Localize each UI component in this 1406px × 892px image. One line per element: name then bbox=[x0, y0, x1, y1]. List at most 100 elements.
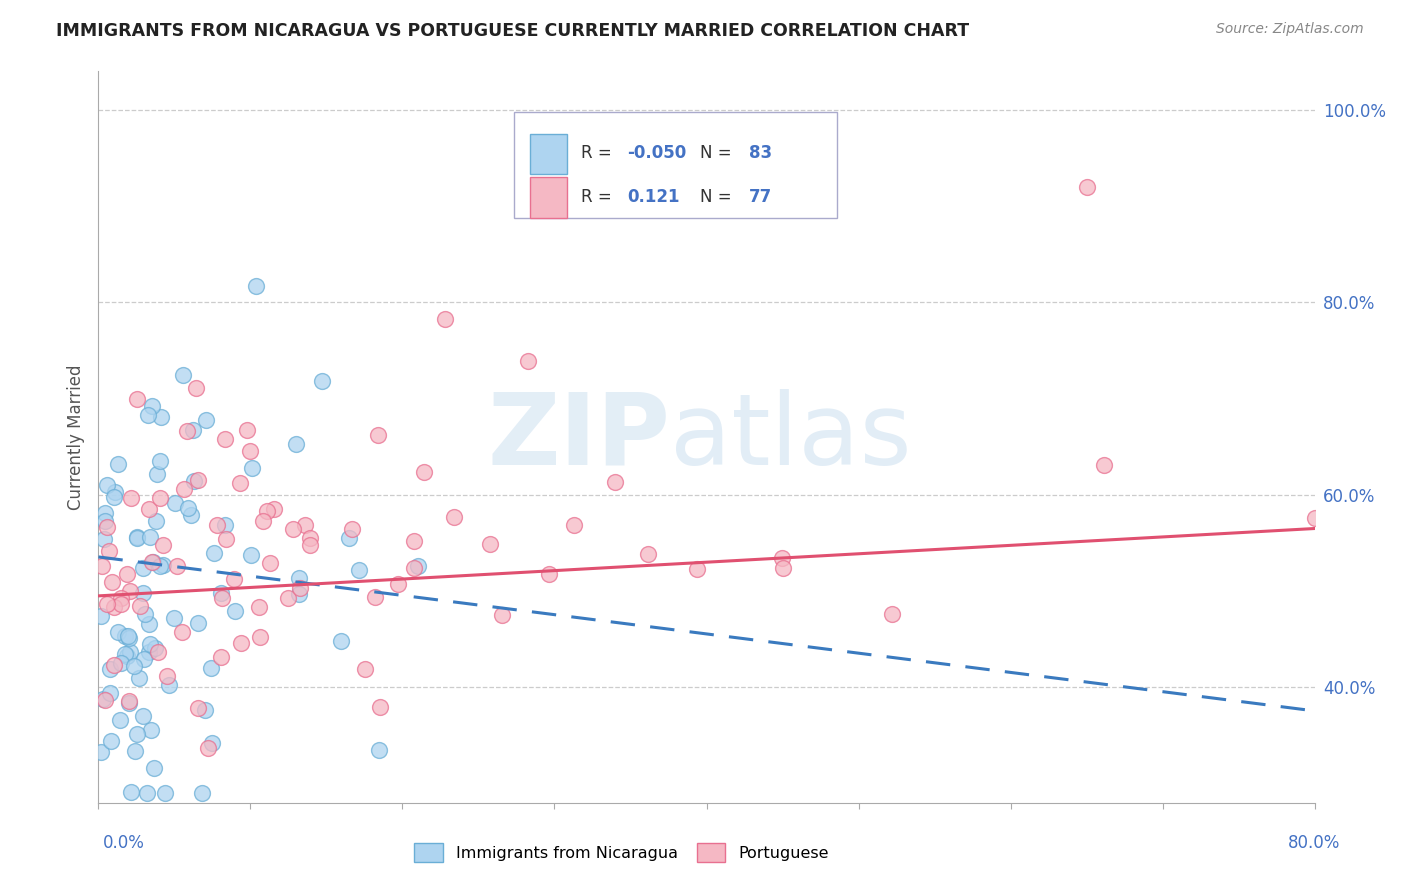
Point bbox=[114, 647, 136, 661]
Point bbox=[224, 605, 246, 619]
Text: N =: N = bbox=[700, 145, 737, 162]
Point bbox=[245, 278, 267, 293]
Point bbox=[117, 629, 139, 643]
Point bbox=[100, 575, 122, 590]
Point bbox=[132, 709, 155, 723]
Point bbox=[143, 761, 166, 775]
Point bbox=[134, 607, 156, 622]
Point bbox=[288, 587, 311, 601]
Point bbox=[330, 633, 353, 648]
Point bbox=[367, 743, 389, 757]
Text: -0.050: -0.050 bbox=[627, 145, 686, 162]
Point bbox=[153, 786, 176, 800]
Point bbox=[177, 501, 200, 516]
Text: 80.0%: 80.0% bbox=[1288, 834, 1340, 852]
Point bbox=[637, 548, 659, 562]
Point bbox=[242, 461, 264, 475]
Point bbox=[107, 457, 129, 471]
Bar bbox=[530, 178, 567, 218]
Point bbox=[478, 537, 501, 551]
Point bbox=[90, 744, 112, 758]
Point bbox=[120, 491, 142, 506]
Bar bbox=[530, 134, 567, 174]
Point bbox=[187, 616, 209, 631]
Point bbox=[259, 557, 281, 571]
Text: Source: ZipAtlas.com: Source: ZipAtlas.com bbox=[1216, 22, 1364, 37]
Point bbox=[443, 509, 465, 524]
Point bbox=[152, 558, 174, 572]
Point bbox=[110, 597, 132, 611]
Point bbox=[98, 662, 121, 676]
FancyBboxPatch shape bbox=[515, 112, 837, 218]
Point bbox=[215, 532, 238, 546]
Point bbox=[187, 473, 209, 487]
Point bbox=[387, 577, 409, 591]
Point bbox=[103, 658, 125, 673]
Point bbox=[354, 662, 377, 676]
Point bbox=[141, 723, 163, 737]
Point bbox=[200, 660, 222, 674]
Point bbox=[93, 532, 115, 546]
Text: ZIP: ZIP bbox=[486, 389, 671, 485]
Point bbox=[103, 490, 125, 504]
Point bbox=[141, 399, 163, 413]
Point bbox=[247, 600, 270, 615]
Point bbox=[204, 546, 226, 560]
Point bbox=[125, 530, 148, 544]
Point bbox=[145, 467, 167, 481]
Text: 83: 83 bbox=[749, 145, 772, 162]
Point bbox=[110, 656, 132, 670]
Point bbox=[155, 668, 177, 682]
Point bbox=[165, 496, 187, 510]
Point bbox=[124, 744, 146, 758]
Point bbox=[294, 517, 316, 532]
Point bbox=[122, 658, 145, 673]
Text: IMMIGRANTS FROM NICARAGUA VS PORTUGUESE CURRENTLY MARRIED CORRELATION CHART: IMMIGRANTS FROM NICARAGUA VS PORTUGUESE … bbox=[56, 22, 969, 40]
Point bbox=[100, 734, 122, 748]
Point bbox=[172, 624, 194, 639]
Point bbox=[118, 697, 141, 711]
Point bbox=[110, 713, 132, 727]
Text: atlas: atlas bbox=[671, 389, 911, 485]
Point bbox=[347, 563, 370, 577]
Point bbox=[118, 645, 141, 659]
Point bbox=[364, 591, 387, 605]
Point bbox=[190, 786, 212, 800]
Point bbox=[176, 424, 198, 438]
Legend: Immigrants from Nicaragua, Portuguese: Immigrants from Nicaragua, Portuguese bbox=[408, 837, 835, 868]
Point bbox=[368, 700, 391, 714]
Text: 0.0%: 0.0% bbox=[103, 834, 145, 852]
Point bbox=[337, 532, 360, 546]
Point bbox=[228, 476, 250, 491]
Point bbox=[115, 648, 138, 663]
Point bbox=[152, 538, 174, 552]
Point bbox=[197, 741, 219, 756]
Point bbox=[283, 522, 305, 536]
Point bbox=[239, 548, 262, 562]
Point bbox=[166, 559, 188, 574]
Point bbox=[229, 636, 252, 650]
Point bbox=[263, 501, 285, 516]
Point bbox=[256, 504, 278, 518]
Point bbox=[184, 380, 207, 394]
Point bbox=[98, 543, 121, 558]
Y-axis label: Currently Married: Currently Married bbox=[66, 364, 84, 510]
Point bbox=[136, 408, 159, 422]
Point bbox=[127, 726, 149, 740]
Point bbox=[129, 599, 152, 614]
Point bbox=[96, 477, 118, 491]
Point bbox=[288, 571, 311, 585]
Point bbox=[96, 520, 118, 534]
Point bbox=[96, 598, 118, 612]
Point bbox=[605, 475, 627, 489]
Point bbox=[209, 586, 232, 600]
Point bbox=[149, 454, 172, 468]
Point bbox=[205, 517, 228, 532]
Point bbox=[180, 508, 202, 523]
Point bbox=[138, 645, 160, 659]
Point bbox=[118, 694, 141, 708]
Point bbox=[104, 485, 127, 500]
Point bbox=[138, 617, 160, 632]
Point bbox=[288, 581, 311, 595]
Point bbox=[406, 559, 429, 574]
